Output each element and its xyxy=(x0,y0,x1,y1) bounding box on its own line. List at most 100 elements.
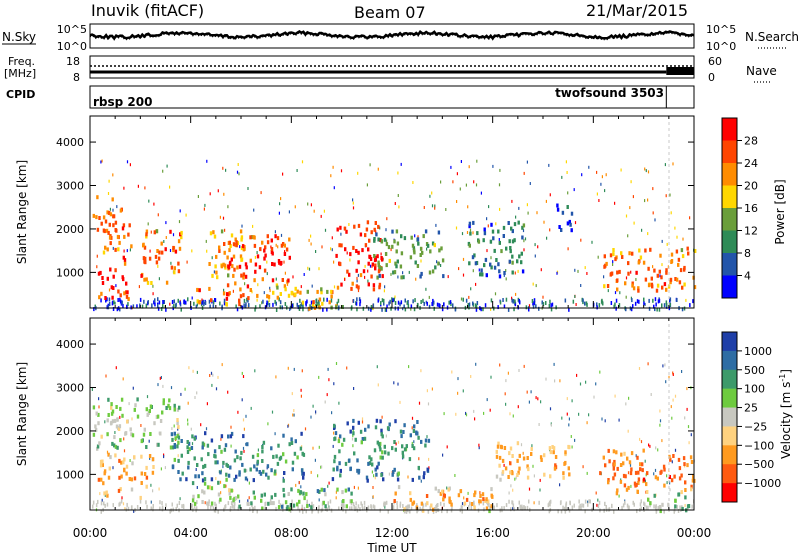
range-gate-cell xyxy=(383,444,386,449)
range-gate-cell xyxy=(196,299,199,304)
range-gate-cell xyxy=(227,501,230,506)
range-gate-cell xyxy=(240,237,243,242)
range-gate-cell xyxy=(348,223,350,226)
range-gate-cell xyxy=(244,274,248,279)
range-gate-cell xyxy=(636,509,638,514)
range-gate-cell xyxy=(534,254,536,258)
range-gate-cell xyxy=(515,476,517,480)
range-gate-cell xyxy=(252,224,254,228)
range-gate-cell xyxy=(511,254,514,259)
range-gate-cell xyxy=(490,307,492,311)
range-gate-cell xyxy=(232,489,234,493)
range-gate-cell xyxy=(511,260,514,265)
range-gate-cell xyxy=(226,464,229,468)
range-gate-cell xyxy=(131,417,133,421)
range-gate-cell xyxy=(370,305,373,309)
range-gate-cell xyxy=(654,475,658,480)
range-gate-cell xyxy=(256,254,260,259)
range-gate-cell xyxy=(676,235,678,239)
range-gate-cell xyxy=(511,239,515,244)
range-gate-cell xyxy=(650,282,654,287)
range-gate-cell xyxy=(413,307,416,312)
range-gate-cell xyxy=(499,207,501,211)
range-gate-cell xyxy=(187,418,189,422)
range-gate-cell xyxy=(131,505,133,510)
range-gate-cell xyxy=(632,195,634,199)
range-gate-cell xyxy=(463,501,467,506)
range-gate-cell xyxy=(293,451,297,456)
range-gate-cell xyxy=(439,303,441,308)
range-gate-cell xyxy=(153,230,156,235)
range-gate-cell xyxy=(191,249,193,253)
range-gate-cell xyxy=(277,443,280,448)
range-gate-cell xyxy=(355,268,358,273)
range-gate-cell xyxy=(112,307,115,311)
range-gate-cell xyxy=(606,284,610,288)
range-gate-cell xyxy=(510,507,512,512)
range-gate-cell xyxy=(684,480,687,485)
range-gate-cell xyxy=(154,298,156,303)
range-gate-cell xyxy=(380,252,382,256)
range-gate-cell xyxy=(203,302,205,307)
range-gate-cell xyxy=(333,454,337,459)
range-gate-cell xyxy=(532,304,535,309)
range-gate-cell xyxy=(679,505,681,510)
range-gate-cell xyxy=(391,244,394,249)
range-gate-cell xyxy=(627,471,630,475)
range-gate-cell xyxy=(378,273,381,278)
colorbar-segment xyxy=(722,426,737,446)
range-gate-cell xyxy=(252,490,255,495)
range-gate-cell xyxy=(555,305,557,310)
range-gate-cell xyxy=(125,290,128,295)
range-gate-cell xyxy=(417,303,419,308)
range-gate-cell xyxy=(468,243,471,248)
range-gate-cell xyxy=(349,499,351,504)
range-gate-cell xyxy=(436,302,439,307)
range-gate-cell xyxy=(177,261,180,266)
range-gate-cell xyxy=(646,490,649,494)
range-gate-cell xyxy=(514,271,516,275)
range-gate-cell xyxy=(136,414,140,419)
range-gate-cell xyxy=(215,477,217,480)
range-gate-cell xyxy=(346,366,348,370)
range-gate-cell xyxy=(686,246,689,251)
range-gate-cell xyxy=(382,477,385,482)
range-gate-cell xyxy=(115,228,118,233)
y-tick-label: 3000 xyxy=(56,180,84,193)
range-gate-cell xyxy=(492,164,494,168)
range-gate-cell xyxy=(254,262,258,267)
range-gate-cell xyxy=(535,396,537,400)
range-gate-cell xyxy=(391,297,393,302)
range-gate-cell xyxy=(385,242,389,247)
range-gate-cell xyxy=(351,506,353,511)
range-gate-cell xyxy=(644,277,648,282)
range-gate-cell xyxy=(507,475,510,479)
range-gate-cell xyxy=(476,231,479,236)
range-gate-cell xyxy=(152,292,154,296)
range-gate-cell xyxy=(490,375,492,379)
range-gate-cell xyxy=(195,468,197,471)
range-gate-cell xyxy=(340,282,343,287)
range-gate-cell xyxy=(368,238,371,243)
range-gate-cell xyxy=(104,219,108,224)
range-gate-cell xyxy=(570,228,573,233)
range-gate-cell xyxy=(357,504,360,509)
range-gate-cell xyxy=(113,418,117,423)
range-gate-cell xyxy=(148,439,150,443)
colorbar-tick-label: 24 xyxy=(744,157,758,170)
range-gate-cell xyxy=(140,424,142,427)
range-gate-cell xyxy=(203,477,207,482)
range-gate-cell xyxy=(118,424,122,429)
range-gate-cell xyxy=(501,506,503,511)
range-gate-cell xyxy=(692,474,695,479)
range-gate-cell xyxy=(570,435,572,438)
range-gate-cell xyxy=(212,300,215,305)
range-gate-cell xyxy=(162,169,164,173)
range-gate-cell xyxy=(157,256,161,261)
range-gate-cell xyxy=(370,504,372,509)
range-gate-cell xyxy=(567,247,569,251)
range-gate-cell xyxy=(379,441,382,446)
freq-label-1: Freq. xyxy=(8,55,35,68)
range-gate-cell xyxy=(216,275,219,280)
